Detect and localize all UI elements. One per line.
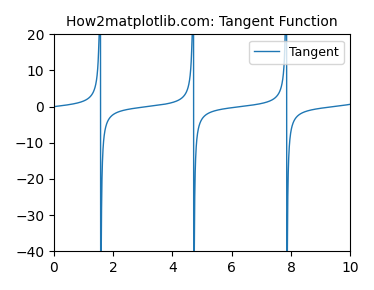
Tangent — [188, 71, 193, 74]
Tangent — [196, 127, 200, 131]
Tangent — [285, 226, 290, 229]
Tangent — [97, 32, 101, 36]
Tangent — [340, 104, 344, 107]
Tangent — [52, 105, 56, 108]
Line: Tangent: Tangent — [54, 34, 350, 251]
Tangent — [98, 249, 103, 253]
Tangent — [340, 104, 344, 107]
Tangent — [348, 103, 352, 106]
Tangent — [67, 103, 71, 106]
Legend: Tangent: Tangent — [249, 41, 344, 64]
Title: How2matplotlib.com: Tangent Function: How2matplotlib.com: Tangent Function — [66, 15, 338, 29]
